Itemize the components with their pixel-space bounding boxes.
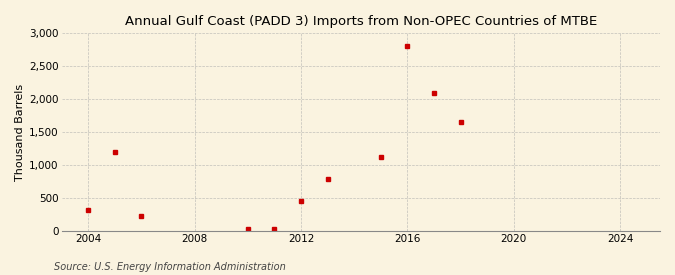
Text: Source: U.S. Energy Information Administration: Source: U.S. Energy Information Administ…	[54, 262, 286, 272]
Title: Annual Gulf Coast (PADD 3) Imports from Non-OPEC Countries of MTBE: Annual Gulf Coast (PADD 3) Imports from …	[125, 15, 597, 28]
Y-axis label: Thousand Barrels: Thousand Barrels	[15, 84, 25, 181]
